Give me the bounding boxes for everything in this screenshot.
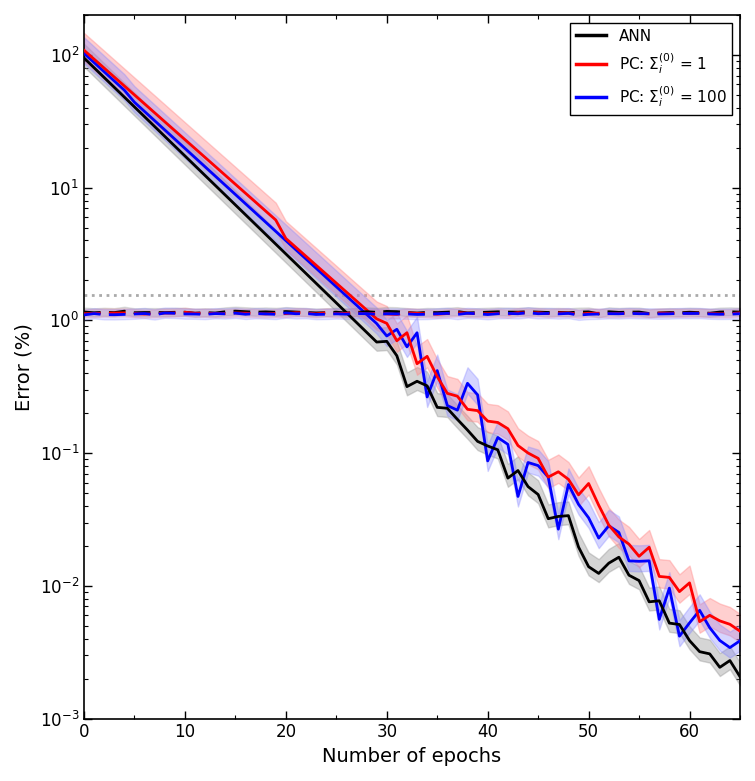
Y-axis label: Error (%): Error (%) xyxy=(15,323,34,411)
X-axis label: Number of epochs: Number of epochs xyxy=(322,747,501,766)
Legend: ANN, PC: $\Sigma_i^{(0)}$ = 1, PC: $\Sigma_i^{(0)}$ = 100: ANN, PC: $\Sigma_i^{(0)}$ = 1, PC: $\Sig… xyxy=(570,23,732,115)
